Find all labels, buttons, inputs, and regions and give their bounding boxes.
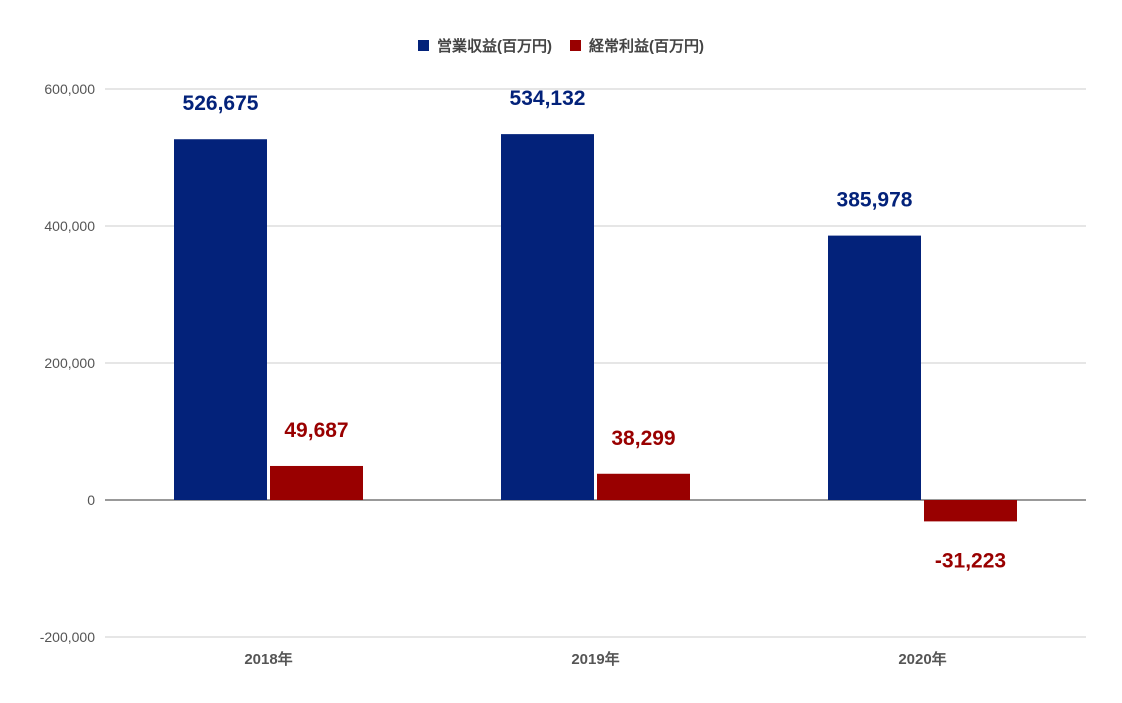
- bar: [174, 139, 267, 500]
- legend-item-ordinary-profit[interactable]: 経常利益(百万円): [570, 35, 704, 56]
- y-tick-label: -200,000: [40, 629, 95, 645]
- bar: [501, 134, 594, 501]
- bar: [270, 465, 363, 500]
- legend-item-revenue[interactable]: 営業収益(百万円): [418, 35, 552, 56]
- bar: [597, 473, 690, 500]
- legend-swatch-revenue: [418, 40, 429, 51]
- bar: [828, 235, 921, 500]
- y-tick-label: 400,000: [44, 218, 95, 234]
- data-label: 38,299: [611, 427, 675, 450]
- x-tick-label: 2018年: [244, 650, 292, 668]
- data-label: 49,687: [284, 419, 348, 442]
- y-tick-label: 600,000: [44, 81, 95, 97]
- bar: [924, 500, 1017, 522]
- chart-legend: 営業収益(百万円) 経常利益(百万円): [0, 35, 1122, 56]
- y-tick-label: 0: [87, 492, 95, 508]
- x-tick-label: 2019年: [571, 650, 619, 668]
- legend-label-revenue: 営業収益(百万円): [437, 38, 552, 55]
- y-tick-label: 200,000: [44, 355, 95, 371]
- data-label: 526,675: [183, 92, 259, 115]
- data-label: 385,978: [837, 189, 913, 212]
- data-label: -31,223: [935, 549, 1006, 572]
- legend-label-ordinary-profit: 経常利益(百万円): [589, 38, 704, 55]
- x-tick-label: 2020年: [898, 650, 946, 668]
- data-label: 534,132: [510, 87, 586, 110]
- legend-swatch-ordinary-profit: [570, 40, 581, 51]
